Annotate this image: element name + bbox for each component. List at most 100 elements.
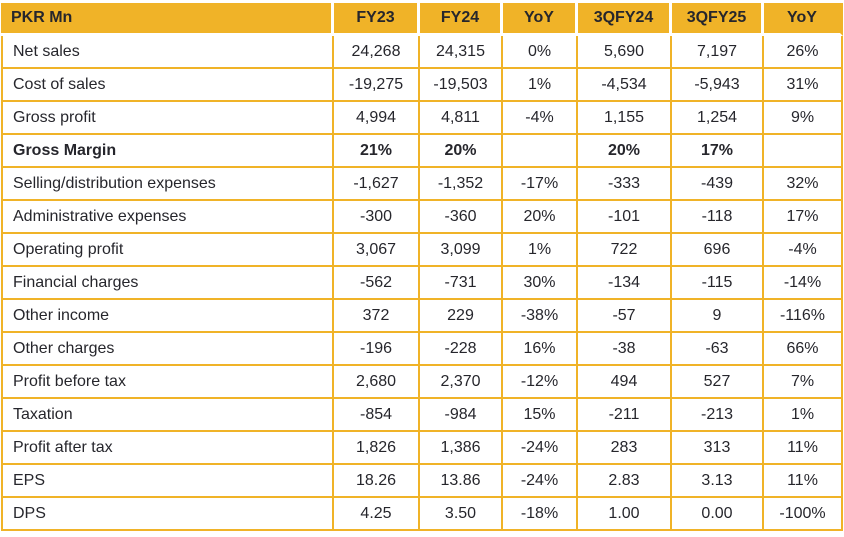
cell: 9 <box>672 300 764 333</box>
cell: -4% <box>764 234 843 267</box>
cell: -134 <box>578 267 672 300</box>
cell: -57 <box>578 300 672 333</box>
cell: 20% <box>503 201 578 234</box>
table-row: Taxation -854 -984 15% -211 -213 1% <box>1 399 843 432</box>
table-body: Net sales 24,268 24,315 0% 5,690 7,197 26% Cost… <box>1 36 843 531</box>
cell: 3.13 <box>672 465 764 498</box>
cell: 7% <box>764 366 843 399</box>
cell: 1.00 <box>578 498 672 531</box>
table-header: PKR Mn FY23 FY24 YoY 3QFY24 3QFY25 YoY <box>1 3 843 36</box>
cell: 24,268 <box>334 36 420 69</box>
row-label: Selling/distribution expenses <box>1 168 334 201</box>
cell <box>503 135 578 168</box>
cell: 2,680 <box>334 366 420 399</box>
table-row: Profit before tax 2,680 2,370 -12% 494 527 7% <box>1 366 843 399</box>
table-row: Operating profit 3,067 3,099 1% 722 696 -4% <box>1 234 843 267</box>
table-row: Other income 372 229 -38% -57 9 -116% <box>1 300 843 333</box>
table-row: DPS 4.25 3.50 -18% 1.00 0.00 -100% <box>1 498 843 531</box>
cell: 1,826 <box>334 432 420 465</box>
cell: -562 <box>334 267 420 300</box>
cell: -19,503 <box>420 69 503 102</box>
table-row: Gross profit 4,994 4,811 -4% 1,155 1,254 9% <box>1 102 843 135</box>
cell: 26% <box>764 36 843 69</box>
header-row: PKR Mn FY23 FY24 YoY 3QFY24 3QFY25 YoY <box>1 3 843 36</box>
column-header-yoy-quarterly: YoY <box>764 3 843 36</box>
cell: 32% <box>764 168 843 201</box>
row-label: Net sales <box>1 36 334 69</box>
table-row: Gross Margin 21% 20% 20% 17% <box>1 135 843 168</box>
cell: 30% <box>503 267 578 300</box>
cell: -4% <box>503 102 578 135</box>
cell: 0.00 <box>672 498 764 531</box>
column-header-fy23: FY23 <box>334 3 420 36</box>
cell: -360 <box>420 201 503 234</box>
cell: -984 <box>420 399 503 432</box>
cell: 16% <box>503 333 578 366</box>
row-label: DPS <box>1 498 334 531</box>
cell: 3,067 <box>334 234 420 267</box>
row-label: Gross Margin <box>1 135 334 168</box>
cell: 4,811 <box>420 102 503 135</box>
row-label: Other income <box>1 300 334 333</box>
cell: -19,275 <box>334 69 420 102</box>
cell: -38% <box>503 300 578 333</box>
table-row: Net sales 24,268 24,315 0% 5,690 7,197 26% <box>1 36 843 69</box>
cell: 21% <box>334 135 420 168</box>
cell: 4.25 <box>334 498 420 531</box>
row-label: Operating profit <box>1 234 334 267</box>
cell: -228 <box>420 333 503 366</box>
cell: 5,690 <box>578 36 672 69</box>
column-header-fy24: FY24 <box>420 3 503 36</box>
cell: 283 <box>578 432 672 465</box>
row-label: Administrative expenses <box>1 201 334 234</box>
cell: -1,627 <box>334 168 420 201</box>
column-header-yoy-annual: YoY <box>503 3 578 36</box>
cell: -731 <box>420 267 503 300</box>
table-row: Other charges -196 -228 16% -38 -63 66% <box>1 333 843 366</box>
cell: 0% <box>503 36 578 69</box>
column-header-3qfy25: 3QFY25 <box>672 3 764 36</box>
cell: -5,943 <box>672 69 764 102</box>
cell: -12% <box>503 366 578 399</box>
cell: 11% <box>764 432 843 465</box>
cell: 31% <box>764 69 843 102</box>
cell: -63 <box>672 333 764 366</box>
cell: -18% <box>503 498 578 531</box>
cell: -4,534 <box>578 69 672 102</box>
cell: 494 <box>578 366 672 399</box>
cell: -333 <box>578 168 672 201</box>
cell: 527 <box>672 366 764 399</box>
cell: -854 <box>334 399 420 432</box>
cell: 4,994 <box>334 102 420 135</box>
cell: -38 <box>578 333 672 366</box>
cell: 20% <box>420 135 503 168</box>
cell: -300 <box>334 201 420 234</box>
cell: 17% <box>672 135 764 168</box>
cell: -116% <box>764 300 843 333</box>
cell: 1,155 <box>578 102 672 135</box>
cell: 1% <box>503 69 578 102</box>
cell: -101 <box>578 201 672 234</box>
column-header-3qfy24: 3QFY24 <box>578 3 672 36</box>
row-label: Profit before tax <box>1 366 334 399</box>
cell: 696 <box>672 234 764 267</box>
cell: 2,370 <box>420 366 503 399</box>
cell: 11% <box>764 465 843 498</box>
table-row: Financial charges -562 -731 30% -134 -115 -14% <box>1 267 843 300</box>
table-row: Administrative expenses -300 -360 20% -101 -1… <box>1 201 843 234</box>
table-row: Profit after tax 1,826 1,386 -24% 283 313 11% <box>1 432 843 465</box>
cell: 9% <box>764 102 843 135</box>
financials-table: PKR Mn FY23 FY24 YoY 3QFY24 3QFY25 YoY N… <box>1 3 843 531</box>
cell: 17% <box>764 201 843 234</box>
cell: -213 <box>672 399 764 432</box>
cell: -14% <box>764 267 843 300</box>
row-label: Profit after tax <box>1 432 334 465</box>
cell: -24% <box>503 432 578 465</box>
row-label: Financial charges <box>1 267 334 300</box>
table-row: EPS 18.26 13.86 -24% 2.83 3.13 11% <box>1 465 843 498</box>
table-row: Cost of sales -19,275 -19,503 1% -4,534 -5,94… <box>1 69 843 102</box>
cell: 2.83 <box>578 465 672 498</box>
cell: 1,386 <box>420 432 503 465</box>
cell: 13.86 <box>420 465 503 498</box>
